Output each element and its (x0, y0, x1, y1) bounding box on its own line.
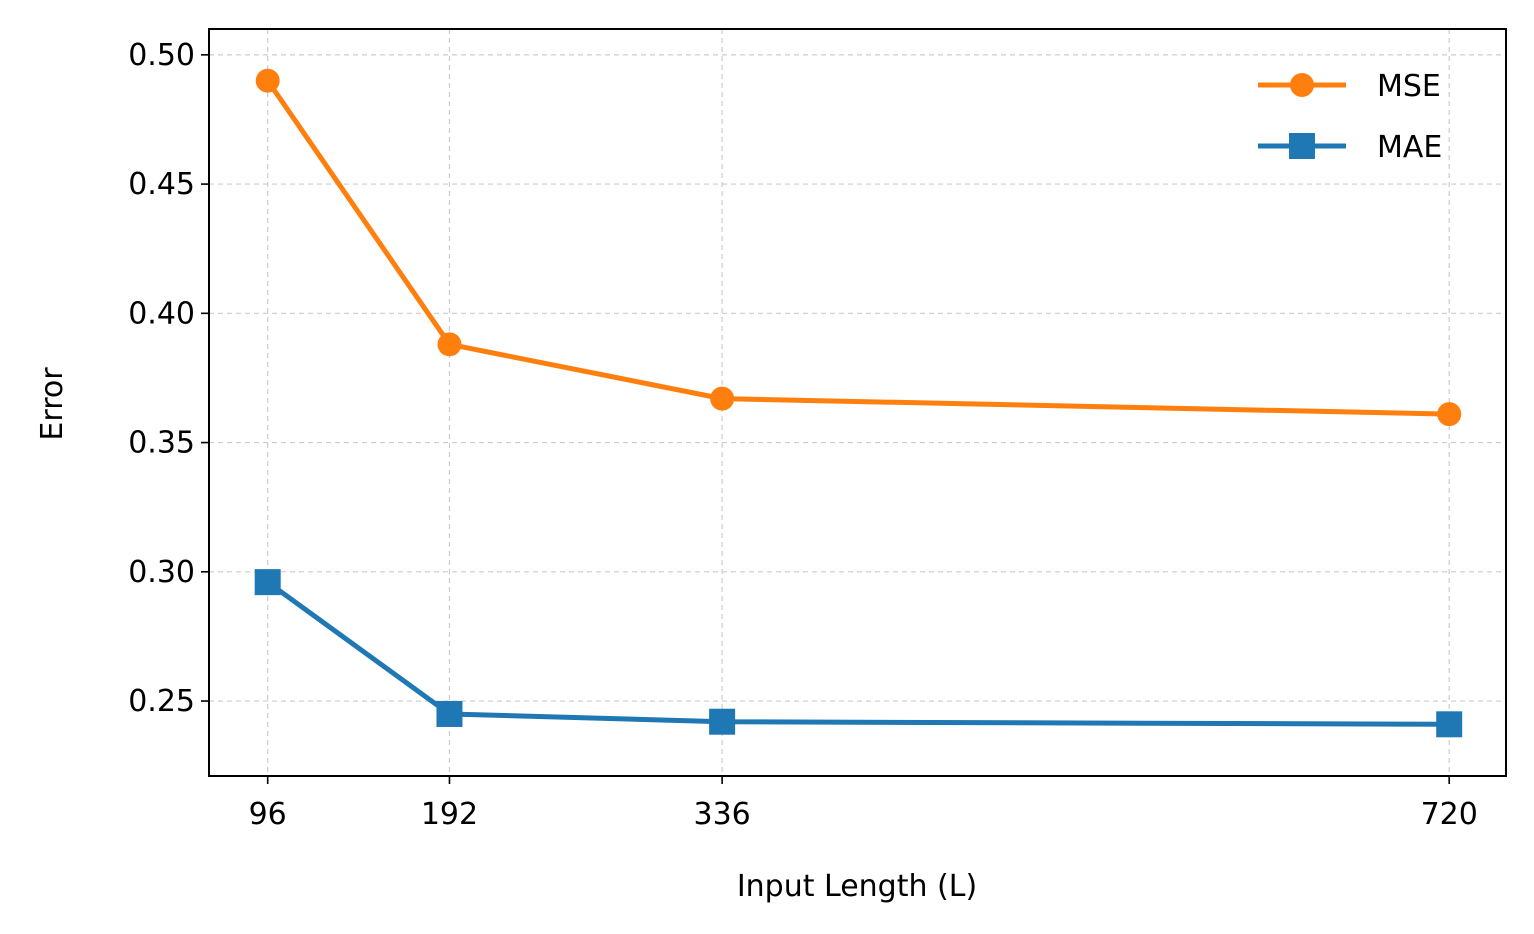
y-axis-ticks: 0.25 0.30 0.35 0.40 0.45 0.50 (128, 38, 209, 719)
y-tick-label: 0.25 (128, 684, 195, 719)
mse-point (1437, 402, 1462, 427)
legend-mae-marker (1289, 133, 1315, 159)
y-axis-label: Error (35, 367, 70, 441)
series-mse (255, 68, 1462, 427)
mae-point (1436, 711, 1463, 738)
mae-point (254, 569, 281, 596)
legend-mse-marker (1290, 73, 1314, 97)
mse-line (265, 78, 1452, 417)
y-tick-label: 0.50 (128, 38, 195, 73)
mae-point (709, 708, 736, 735)
mse-point (437, 332, 462, 357)
legend-mse-label: MSE (1377, 69, 1441, 104)
mse-point (710, 386, 735, 411)
mae-line (265, 579, 1452, 727)
mse-point (255, 68, 280, 93)
y-tick-label: 0.40 (128, 296, 195, 331)
mae-point (436, 700, 463, 727)
x-axis-ticks: 96 192 336 720 (249, 776, 1478, 832)
x-tick-label: 336 (693, 797, 750, 832)
x-tick-label: 192 (421, 797, 478, 832)
x-tick-label: 96 (249, 797, 287, 832)
y-tick-label: 0.30 (128, 555, 195, 590)
legend-mae-label: MAE (1377, 130, 1442, 165)
series-mae (254, 569, 1463, 738)
plot-area-frame (208, 28, 1507, 777)
legend: MSE MAE (1258, 69, 1442, 165)
series-layer (254, 68, 1463, 738)
y-tick-label: 0.35 (128, 426, 195, 461)
y-tick-label: 0.45 (128, 167, 195, 202)
x-axis-label: Input Length (L) (737, 869, 977, 904)
x-tick-label: 720 (1421, 797, 1478, 832)
